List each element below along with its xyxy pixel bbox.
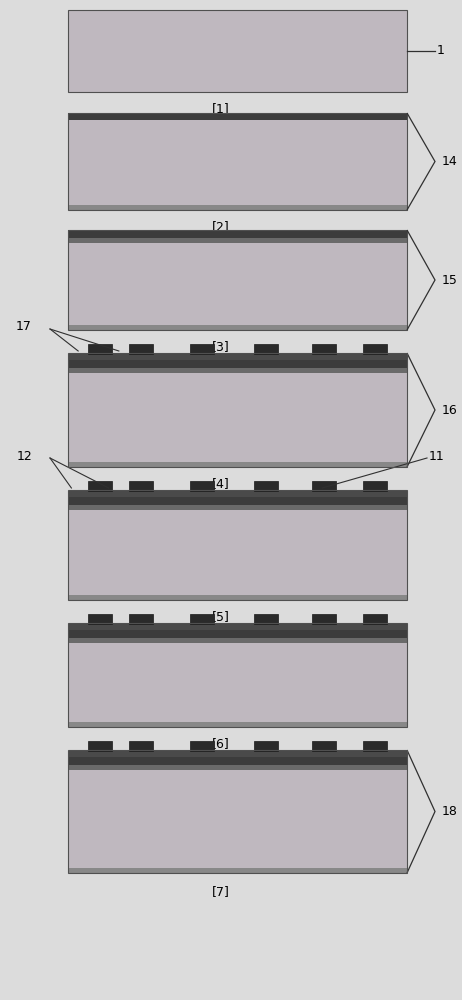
Text: 15: 15 [442,273,458,286]
Bar [68,624,407,630]
Bar [363,614,387,624]
Text: 18: 18 [442,805,458,818]
Bar [68,623,407,727]
Bar [88,481,112,491]
Text: [2]: [2] [212,220,230,233]
Bar [68,490,407,600]
Bar [68,205,407,210]
Text: 16: 16 [442,403,458,416]
Bar [363,344,387,354]
Text: 17: 17 [16,320,32,334]
Bar [68,643,407,722]
Bar [255,614,278,624]
Bar [129,344,153,354]
Bar [68,368,407,373]
Bar [255,481,278,491]
Bar [68,120,407,205]
Bar [68,505,407,510]
Bar [68,113,407,120]
Bar [255,741,278,751]
Bar [68,868,407,873]
Bar [88,741,112,751]
Text: 1: 1 [437,44,445,57]
Text: [5]: [5] [212,610,230,623]
Text: [4]: [4] [212,477,230,490]
Bar [68,630,407,638]
Bar [68,751,407,757]
Bar [68,722,407,727]
Bar [68,765,407,770]
Bar [88,614,112,624]
Bar [88,344,112,354]
Bar [190,614,214,624]
Text: [6]: [6] [212,737,230,750]
Bar [68,462,407,467]
Bar [68,353,407,467]
Text: [7]: [7] [212,885,230,898]
Bar [129,481,153,491]
Bar [68,243,407,325]
Bar [68,230,407,330]
Bar [68,325,407,330]
Bar [68,113,407,210]
Bar [68,354,407,360]
Bar [190,481,214,491]
Bar [363,741,387,751]
Bar [190,344,214,354]
Text: [3]: [3] [212,340,230,353]
Bar [68,510,407,595]
Bar [68,10,407,92]
Bar [129,741,153,751]
Bar [312,344,336,354]
Bar [255,344,278,354]
Bar [68,638,407,643]
Text: 14: 14 [442,155,458,168]
Bar [68,595,407,600]
Bar [129,614,153,624]
Bar [312,741,336,751]
Bar [68,373,407,462]
Bar [363,481,387,491]
Bar [68,770,407,868]
Bar [68,360,407,368]
Bar [68,497,407,505]
Bar [190,741,214,751]
Text: [1]: [1] [212,102,230,115]
Bar [68,757,407,765]
Bar [312,614,336,624]
Text: 12: 12 [16,450,32,462]
Bar [312,481,336,491]
Bar [68,491,407,497]
Bar [68,230,407,238]
Bar [68,750,407,873]
Bar [68,238,407,243]
Text: 11: 11 [429,450,445,462]
